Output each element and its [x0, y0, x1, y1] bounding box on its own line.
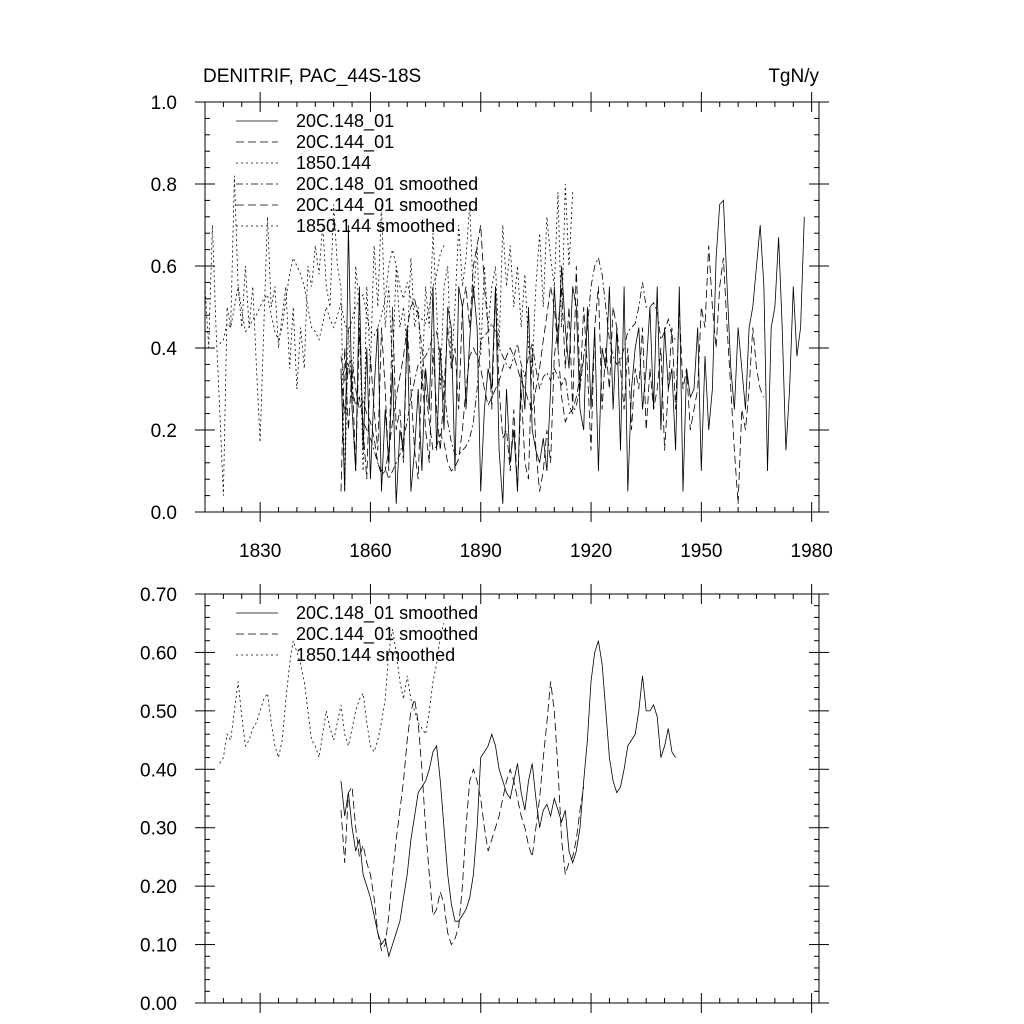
series-line-1 [340, 681, 585, 952]
chart-units: TgN/y [768, 66, 819, 87]
y-tick-label: 0.10 [140, 936, 177, 957]
series-line-5 [219, 245, 445, 345]
y-tick-label: 0.4 [151, 339, 178, 360]
legend-label: 20C.144_01 [296, 132, 394, 153]
chart-title: DENITRIF, PAC_44S-18S [203, 66, 421, 87]
legend-label: 1850.144 smoothed [296, 216, 455, 236]
y-tick-label: 0.40 [140, 760, 177, 781]
x-tick-label: 1920 [570, 541, 612, 562]
x-tick-label: 1950 [680, 541, 722, 562]
legend-label: 20C.148_01 [296, 111, 394, 132]
legend-label: 20C.148_01 smoothed [296, 174, 478, 195]
top-panel: 1830 1860 1890 1920 1950 1980 0.0 0.2 0.4 0.6 0.8 1… [151, 66, 833, 562]
y-tick-label: 0.70 [140, 585, 177, 606]
y-tick-label: 1.0 [151, 93, 177, 114]
legend-label: 1850.144 smoothed [296, 645, 455, 665]
x-tick-label: 1890 [460, 541, 502, 562]
plot-frame [204, 593, 820, 1004]
y-tick-label: 0.6 [151, 257, 177, 278]
x-tick-label: 1860 [349, 541, 391, 562]
y-tick-label: 0.20 [140, 877, 177, 898]
y-tick-label: 0.30 [140, 819, 177, 840]
legend-label: 20C.148_01 smoothed [296, 603, 478, 624]
bottom-panel: 0.00 0.10 0.20 0.30 0.40 0.50 0.60 0.70 20C.148_… [140, 584, 829, 1015]
series-line-1 [340, 224, 765, 504]
series-line-2 [204, 175, 574, 496]
legend-label: 20C.144_01 smoothed [296, 195, 478, 216]
series-line-4 [340, 286, 585, 476]
series-line-0 [340, 640, 676, 958]
y-tick-label: 0.8 [151, 175, 177, 196]
y-tick-label: 0.50 [140, 702, 177, 723]
series-line-0 [340, 199, 805, 504]
x-tick-label: 1980 [791, 541, 833, 562]
legend-label: 20C.144_01 smoothed [296, 624, 478, 645]
x-tick-label: 1830 [239, 541, 281, 562]
y-tick-label: 0.0 [151, 503, 177, 524]
y-tick-label: 0.00 [140, 994, 177, 1015]
y-tick-label: 0.2 [151, 421, 177, 442]
y-tick-label: 0.60 [140, 643, 177, 664]
legend-label: 1850.144 [296, 153, 371, 173]
plot-frame [204, 101, 820, 513]
